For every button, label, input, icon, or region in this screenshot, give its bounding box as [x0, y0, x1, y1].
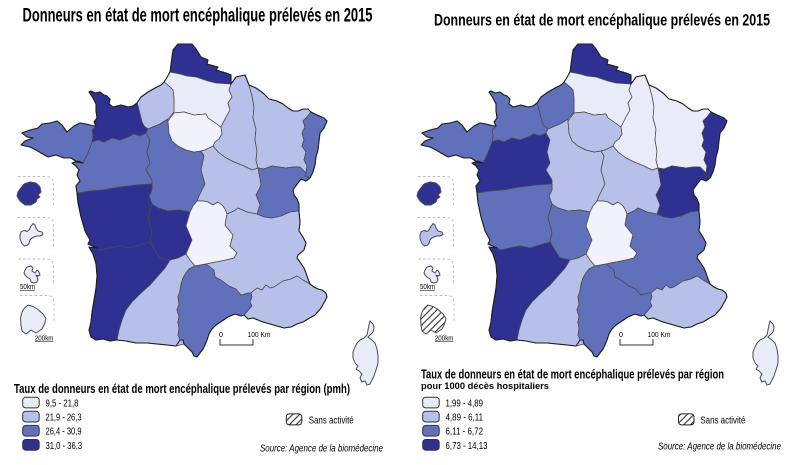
svg-text:50km: 50km: [20, 282, 35, 291]
svg-text:200km: 200km: [35, 333, 54, 342]
svg-text:Source: Agence de la biomédeci: Source: Agence de la biomédecine: [658, 442, 781, 453]
svg-text:Sans activité: Sans activité: [700, 415, 745, 426]
svg-text:Donneurs en état de mort encép: Donneurs en état de mort encéphalique pr…: [434, 12, 770, 30]
svg-text:0: 0: [219, 330, 223, 339]
svg-text:Taux de donneurs en état de mo: Taux de donneurs en état de mort encépha…: [421, 367, 724, 382]
svg-text:9,5 - 21,8: 9,5 - 21,8: [46, 399, 79, 410]
svg-text:1,99 - 4,89: 1,99 - 4,89: [446, 399, 484, 410]
svg-text:100 Km: 100 Km: [248, 330, 271, 339]
svg-text:Sans activité: Sans activité: [309, 415, 354, 426]
svg-text:Donneurs en état de mort encép: Donneurs en état de mort encéphalique pr…: [23, 6, 373, 27]
svg-text:100 Km: 100 Km: [648, 330, 671, 339]
svg-text:31,0 - 36,3: 31,0 - 36,3: [46, 441, 83, 452]
svg-text:pour 1000 décès hospitaliers: pour 1000 décès hospitaliers: [421, 381, 549, 392]
svg-text:50km: 50km: [420, 282, 435, 291]
svg-text:200km: 200km: [435, 333, 454, 342]
svg-text:26,4 - 30,9: 26,4 - 30,9: [46, 427, 82, 438]
svg-text:6,11 - 6,72: 6,11 - 6,72: [446, 427, 484, 438]
svg-text:Taux de donneurs en état de mo: Taux de donneurs en état de mort encépha…: [14, 381, 350, 396]
svg-text:6,73 - 14,13: 6,73 - 14,13: [446, 441, 488, 452]
svg-text:Source: Agence de la biomédeci: Source: Agence de la biomédecine: [260, 444, 383, 455]
svg-text:4,89 - 6,11: 4,89 - 6,11: [446, 413, 484, 424]
svg-text:0: 0: [619, 330, 623, 339]
svg-text:21,9 - 26,3: 21,9 - 26,3: [46, 413, 82, 424]
